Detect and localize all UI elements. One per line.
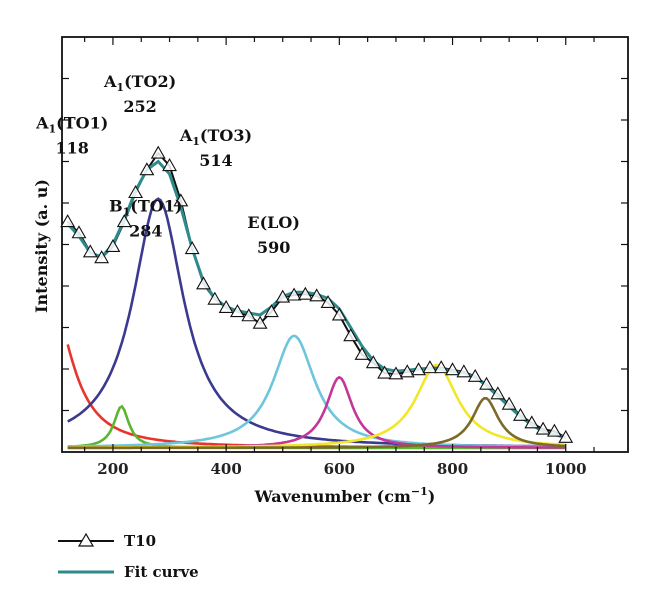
x-tick-label: 800: [437, 460, 468, 478]
t10-point: [388, 366, 404, 380]
t10-point: [184, 241, 200, 255]
peak-value: 118: [55, 138, 88, 157]
x-tick-label: 600: [324, 460, 355, 478]
peak-value: 590: [257, 238, 290, 257]
t10-point: [467, 368, 483, 382]
t10-point: [218, 299, 234, 314]
peak-label: E(LO): [247, 213, 300, 232]
t10-point: [196, 276, 211, 290]
t10-point: [456, 364, 472, 378]
t10-point: [116, 214, 132, 228]
t10-point: [162, 158, 177, 172]
t10-point: [286, 287, 302, 301]
t10-point: [60, 214, 76, 228]
t10-point: [546, 423, 562, 437]
t10-point: [150, 145, 166, 159]
x-axis-title: Wavenumber (cm−1): [254, 485, 436, 506]
t10-point: [207, 291, 223, 305]
data-series: [60, 145, 574, 443]
t10-point: [377, 365, 393, 379]
y-axis-title: Intensity (a. u): [32, 179, 51, 313]
component-peak: [67, 404, 566, 450]
t10-point: [105, 238, 121, 252]
t10-point: [320, 294, 336, 309]
t10-point: [297, 286, 313, 300]
t10-point: [173, 193, 189, 207]
peak-label: A1(TO1): [35, 113, 108, 135]
t10-point: [433, 360, 449, 374]
t10-point: [252, 315, 268, 329]
legend: T10 Fit curve: [58, 532, 199, 581]
t10-point: [445, 362, 460, 376]
t10-point: [501, 396, 517, 410]
t10-point: [71, 225, 87, 239]
t10-point: [331, 307, 347, 321]
t10-point: [479, 376, 494, 390]
peak-label: A1(TO3): [179, 126, 252, 148]
legend-t10-label: T10: [124, 532, 156, 550]
legend-fit-label: Fit curve: [124, 563, 199, 581]
x-tick-label: 1000: [545, 460, 587, 478]
t10-point: [524, 415, 540, 429]
t10-point: [241, 308, 257, 322]
peak-label: A1(TO2): [103, 72, 176, 94]
t10-point: [82, 244, 98, 258]
t10-point: [263, 304, 279, 318]
t10-point: [139, 162, 155, 176]
x-tick-label: 400: [210, 460, 241, 478]
t10-point: [309, 288, 325, 302]
t10-point: [365, 355, 381, 369]
t10-point: [128, 185, 144, 199]
x-tick-label: 200: [97, 460, 128, 478]
peak-value: 514: [199, 151, 232, 170]
legend-t10-marker: [77, 532, 95, 547]
x-axis-ticks: 200 400 600 800 1000: [84, 37, 595, 478]
t10-point: [422, 360, 438, 374]
peak-value: 252: [123, 97, 156, 116]
t10-point: [275, 289, 291, 303]
t10-point: [354, 346, 370, 360]
t10-point: [411, 362, 427, 376]
peak-annotations: A1(TO1) 118 A1(TO2) 252 B1(TO1) 284 A1(TO3) 514…: [35, 72, 300, 257]
t10-point: [558, 429, 574, 443]
t10-point: [399, 364, 415, 378]
t10-point: [535, 421, 551, 435]
peak-value: 284: [129, 221, 162, 240]
t10-point: [94, 250, 110, 264]
t10-point: [230, 304, 245, 318]
peak-label: B1(TO1): [109, 196, 182, 218]
component-peak: [67, 397, 566, 450]
component-peaks: [66, 197, 566, 450]
plot-frame: [61, 36, 629, 453]
t10-point: [343, 328, 359, 342]
t10-point: [490, 386, 506, 400]
t10-point: [513, 407, 528, 421]
